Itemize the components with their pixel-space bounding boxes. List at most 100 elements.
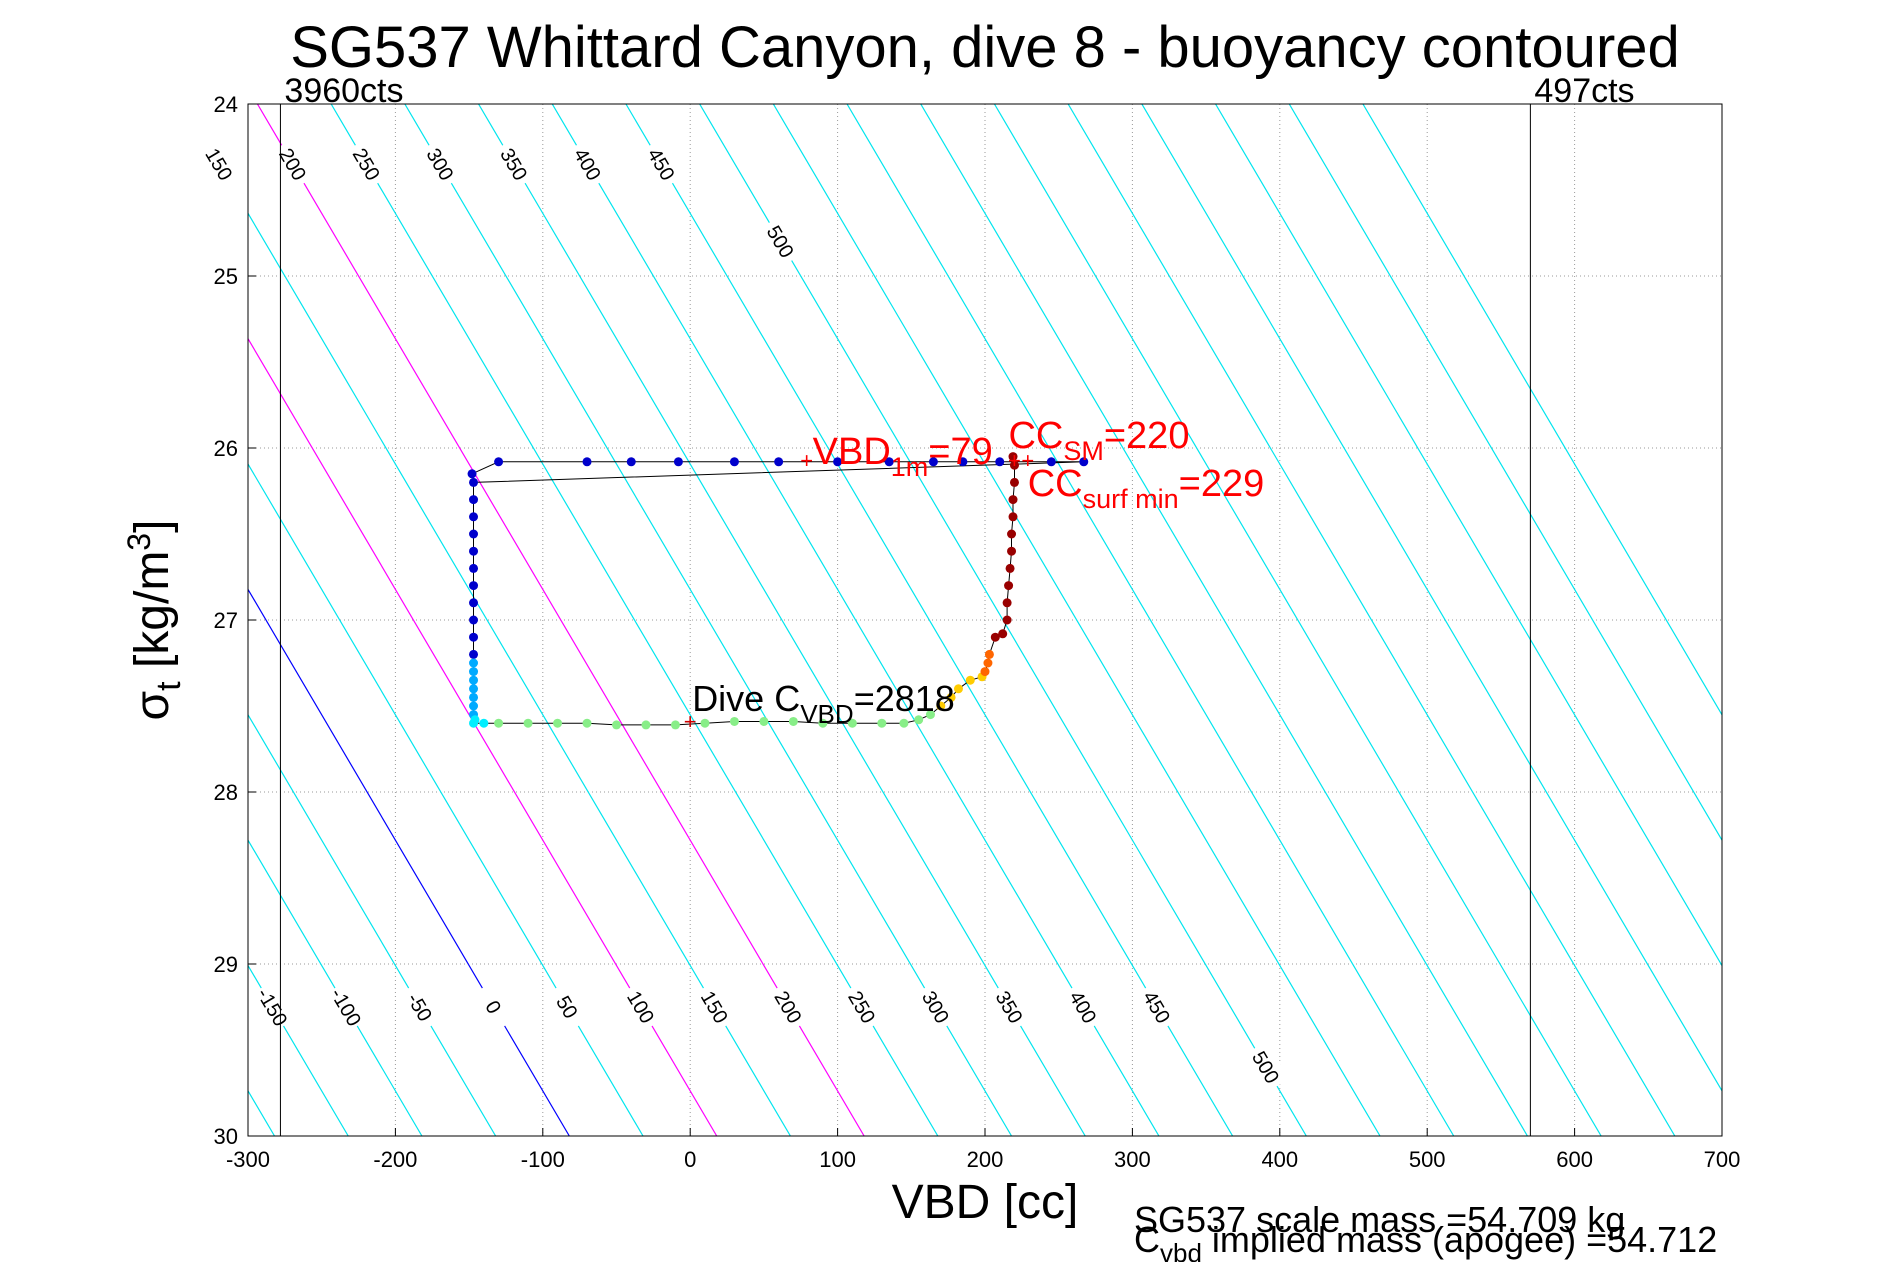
trace-point xyxy=(494,718,504,728)
trace-point xyxy=(469,581,479,591)
contour-label-bg xyxy=(195,138,243,191)
implied-mass-text: Cvbd implied mass (apogee) =54.712 xyxy=(1134,1219,1717,1262)
x-axis-ticks: -300 -200 -100 0 100 200 300 400 500 600 700 xyxy=(226,1128,1740,1172)
trace-point xyxy=(1079,457,1089,467)
contour-line xyxy=(478,104,1086,1136)
annotations: +Dive CVBD=2818+ VBD1m=79 +CCSM=220+CCsurf… xyxy=(684,415,1264,734)
trace-point xyxy=(469,667,479,677)
trace-point xyxy=(479,718,489,728)
trace-point xyxy=(729,457,739,467)
contour-line xyxy=(1288,104,1722,842)
trace-point xyxy=(1007,546,1017,556)
contour-label-bg xyxy=(343,138,390,191)
trace-point xyxy=(1004,581,1014,591)
trace-point xyxy=(467,469,477,479)
contour-label-bg xyxy=(1059,980,1107,1034)
y-tick-label: 25 xyxy=(214,264,238,289)
contour-label-bg xyxy=(490,138,538,191)
contour-line xyxy=(248,713,497,1136)
contour-line xyxy=(1141,104,1722,1093)
x-tick-label: 200 xyxy=(967,1147,1004,1172)
x-tick-label: 400 xyxy=(1261,1147,1298,1172)
contour-line xyxy=(248,838,423,1136)
contour-line xyxy=(330,104,939,1136)
y-tick-label: 24 xyxy=(214,92,238,117)
contour-label-bg xyxy=(322,980,370,1034)
trace-point xyxy=(469,692,479,702)
trace-point xyxy=(469,563,479,573)
y-tick-label: 29 xyxy=(214,952,238,977)
contour-label-bg xyxy=(564,138,611,191)
annotation-marker: + xyxy=(1021,448,1034,473)
buoyancy-contours xyxy=(0,104,1722,1136)
contour-label-bg xyxy=(838,980,886,1034)
x-tick-label: -100 xyxy=(521,1147,565,1172)
contour-line xyxy=(404,104,1013,1136)
x-axis-label: VBD [cc] xyxy=(892,1176,1079,1229)
trace-point xyxy=(523,718,533,728)
contour-line xyxy=(920,104,1528,1136)
trace-point xyxy=(469,615,479,625)
contour-line xyxy=(772,104,1381,1136)
x-tick-label: 700 xyxy=(1704,1147,1741,1172)
trace-point xyxy=(984,649,994,659)
contour-line xyxy=(0,104,53,1136)
trace-point xyxy=(990,632,1000,642)
trace-point xyxy=(1008,452,1018,462)
y-tick-label: 26 xyxy=(214,436,238,461)
contour-line xyxy=(248,462,644,1136)
trace-point xyxy=(1009,477,1019,487)
trace-point xyxy=(980,667,990,677)
trace-point xyxy=(1008,495,1018,505)
trace-point xyxy=(998,629,1008,639)
trace-point xyxy=(612,720,621,730)
trace-point xyxy=(983,658,993,668)
trace-point xyxy=(899,718,909,728)
trace-point xyxy=(582,457,592,467)
trace-point xyxy=(953,684,963,694)
trace-point xyxy=(469,658,479,668)
annotation-marker: + xyxy=(684,709,697,734)
contour-label-bg xyxy=(417,138,464,191)
annotation-marker: + xyxy=(1008,448,1021,473)
contour-label-bg xyxy=(757,215,804,268)
trace-point xyxy=(877,718,887,728)
trace-point xyxy=(1002,615,1012,625)
contour-line xyxy=(248,588,570,1136)
x-tick-label: 600 xyxy=(1556,1147,1593,1172)
trace-point xyxy=(1005,563,1015,573)
annotation-marker: + xyxy=(800,448,813,473)
trace-point xyxy=(469,546,479,556)
trace-point xyxy=(1009,460,1019,470)
contour-label-bg xyxy=(986,980,1033,1034)
trace-point xyxy=(928,457,938,467)
trace-point xyxy=(469,529,479,539)
trace-point xyxy=(965,675,975,685)
trace-point xyxy=(729,716,739,726)
contour-line xyxy=(1215,104,1722,967)
x-tick-label: 300 xyxy=(1114,1147,1151,1172)
trace-point xyxy=(946,692,956,702)
trace-point xyxy=(582,718,592,728)
trace-point xyxy=(469,649,479,659)
trace-point xyxy=(833,457,843,467)
annotation-text: CCsurf min=229 xyxy=(1028,463,1265,514)
trace-point xyxy=(469,512,479,522)
trace-point xyxy=(673,457,683,467)
contour-label-bg xyxy=(470,980,517,1034)
y-tick-label: 30 xyxy=(214,1124,238,1149)
trace-point xyxy=(1002,598,1012,608)
trace-point xyxy=(626,457,636,467)
annotation-text: VBD1m=79 xyxy=(813,431,993,482)
x-tick-label: 100 xyxy=(819,1147,856,1172)
contour-label-bg xyxy=(638,138,685,191)
annotation-text: CCSM=220 xyxy=(1008,415,1189,466)
trace-point xyxy=(759,716,769,726)
x-tick-label: -300 xyxy=(226,1147,270,1172)
trace-point xyxy=(494,457,504,467)
trace-point xyxy=(774,457,784,467)
y-axis-label: σt [kg/m3] xyxy=(121,520,188,721)
dive-trace xyxy=(467,452,1089,730)
contour-label-bg xyxy=(543,980,591,1034)
